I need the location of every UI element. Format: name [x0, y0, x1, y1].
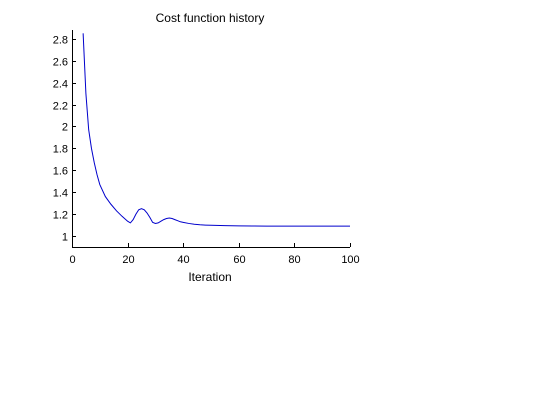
x-tick-label: 80 — [288, 254, 300, 266]
x-tick-label: 0 — [69, 254, 75, 266]
plot-background — [72, 30, 350, 247]
x-tick-label: 60 — [233, 254, 245, 266]
y-tick-label: 2.6 — [53, 57, 68, 69]
y-tick-label: 2.2 — [53, 101, 68, 113]
x-tick-label: 100 — [341, 254, 359, 266]
plot-area — [72, 30, 350, 248]
x-tick-label: 40 — [177, 254, 189, 266]
y-tick-label: 2.8 — [53, 35, 68, 47]
x-axis-label: Iteration — [188, 270, 231, 284]
y-tick-label: 1.4 — [53, 188, 68, 200]
y-tick-label: 2 — [62, 122, 68, 134]
y-tick-label: 1.6 — [53, 166, 68, 178]
chart-title: Cost function history — [156, 11, 265, 25]
x-tick-label: 20 — [122, 254, 134, 266]
y-tick-label: 1.2 — [53, 210, 68, 222]
y-tick-label: 2.4 — [53, 79, 68, 91]
y-tick-label: 1 — [62, 232, 68, 244]
y-tick-label: 1.8 — [53, 144, 68, 156]
